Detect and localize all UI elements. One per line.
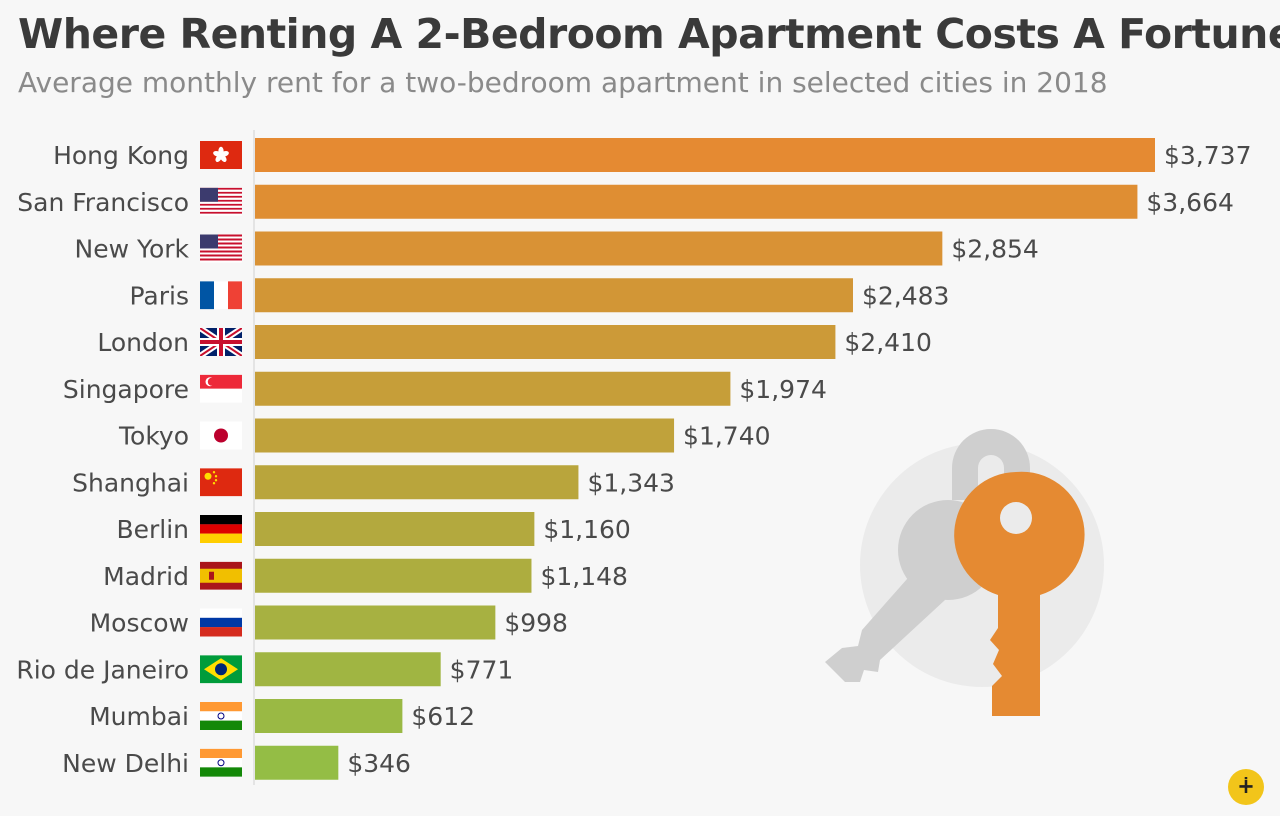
- orange-key-body: [954, 471, 1085, 716]
- flag-gb-icon: [200, 328, 242, 356]
- bar: [255, 652, 441, 687]
- chart-title: Where Renting A 2-Bedroom Apartment Cost…: [18, 10, 1280, 58]
- value-label: $1,148: [540, 562, 627, 591]
- publisher-logo: ∔: [1228, 769, 1264, 805]
- category-label: London: [97, 328, 189, 357]
- value-label: $1,974: [739, 375, 826, 404]
- category-label: Tokyo: [118, 422, 189, 451]
- category-label: Shanghai: [72, 468, 189, 497]
- chart-subtitle: Average monthly rent for a two-bedroom a…: [18, 66, 1108, 99]
- bar: [255, 278, 853, 313]
- bar: [255, 465, 579, 500]
- category-label: Paris: [129, 281, 189, 310]
- flag-es-icon: [200, 561, 242, 590]
- bar: [255, 231, 943, 266]
- category-label: Madrid: [103, 562, 189, 591]
- flag-br-icon: [200, 655, 242, 684]
- bar: [255, 138, 1155, 172]
- category-label: Mumbai: [89, 702, 189, 731]
- value-label: $3,737: [1164, 141, 1251, 170]
- value-label: $2,410: [844, 328, 931, 357]
- category-label: Hong Kong: [53, 141, 189, 170]
- flag-us-icon: [200, 187, 242, 216]
- flag-fr-icon: [200, 281, 242, 310]
- bar: [255, 418, 675, 453]
- bar: [255, 558, 532, 593]
- flag-sg-icon: [200, 374, 242, 403]
- value-label: $2,483: [862, 281, 949, 310]
- bar: [255, 184, 1138, 219]
- value-label: $2,854: [951, 235, 1038, 264]
- category-label: New York: [75, 235, 190, 264]
- bar: [255, 371, 731, 406]
- flag-jp-icon: [200, 421, 242, 450]
- value-label: $612: [411, 702, 475, 731]
- value-label: $771: [450, 655, 514, 684]
- flag-in-icon: [200, 702, 242, 730]
- flag-ru-icon: [200, 608, 242, 637]
- flag-hk-icon: [200, 141, 242, 169]
- value-label: $1,343: [587, 468, 674, 497]
- bar: [255, 325, 836, 359]
- value-label: $3,664: [1146, 188, 1233, 217]
- category-label: Singapore: [63, 375, 189, 404]
- key-lock-illustration: [825, 429, 1104, 716]
- flag-in-icon: [200, 748, 242, 777]
- value-label: $998: [504, 609, 568, 638]
- category-label: Rio de Janeiro: [16, 655, 189, 684]
- flag-de-icon: [200, 515, 242, 543]
- bar: [255, 699, 403, 733]
- bar: [255, 745, 339, 780]
- category-label: New Delhi: [62, 749, 189, 778]
- value-label: $346: [347, 749, 411, 778]
- category-label: San Francisco: [17, 188, 189, 217]
- orange-key-icon: [954, 471, 1085, 716]
- gray-key-blade: [825, 570, 945, 682]
- flag-cn-icon: [200, 468, 242, 497]
- category-label: Moscow: [90, 609, 189, 638]
- bar: [255, 512, 535, 546]
- value-label: $1,160: [543, 515, 630, 544]
- category-label: Berlin: [116, 515, 189, 544]
- flag-us-icon: [200, 234, 242, 263]
- value-label: $1,740: [683, 422, 770, 451]
- bar: [255, 605, 496, 640]
